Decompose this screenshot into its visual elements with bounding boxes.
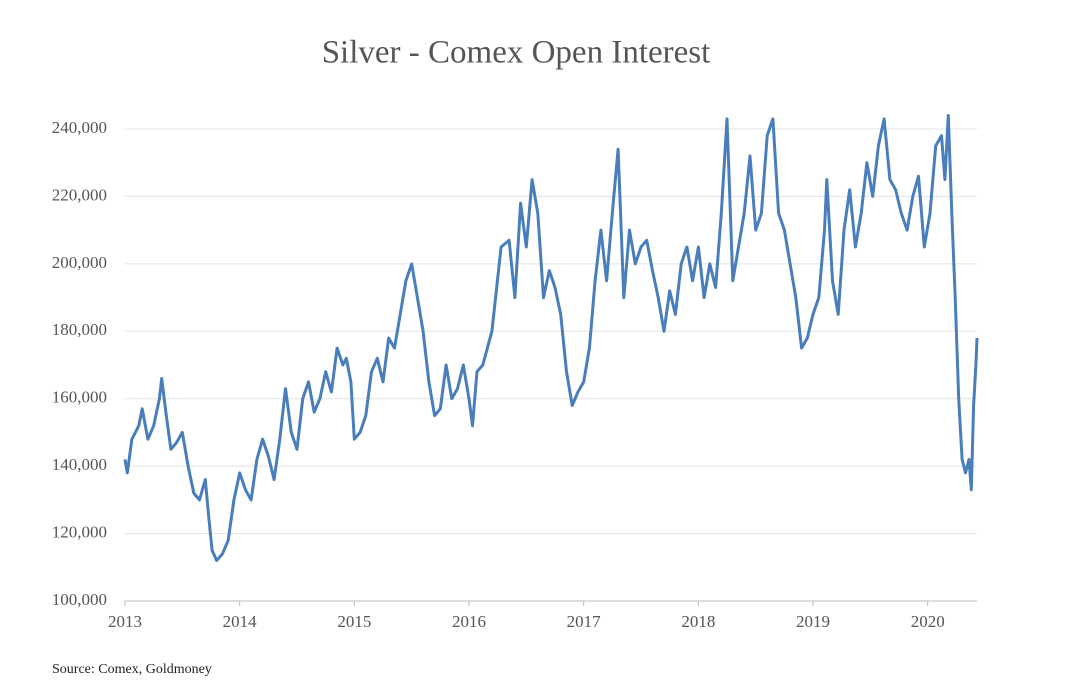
y-tick-label: 160,000 (52, 388, 107, 407)
x-tick-label: 2017 (567, 612, 602, 631)
y-tick-label: 120,000 (52, 522, 107, 541)
x-tick-label: 2019 (796, 612, 830, 631)
y-tick-label: 240,000 (52, 118, 107, 137)
x-tick-label: 2020 (911, 612, 945, 631)
chart-title: Silver - Comex Open Interest (322, 35, 711, 71)
y-tick-label: 220,000 (52, 185, 107, 204)
y-tick-label: 200,000 (52, 253, 107, 272)
grid: 100,000 120,000 140,000 160,000 180,000 200,0… (52, 118, 977, 631)
x-tick-label: 2015 (337, 612, 371, 631)
x-tick-label: 2014 (223, 612, 258, 631)
y-tick-label: 140,000 (52, 455, 107, 474)
source-note: Source: Comex, Goldmoney (52, 662, 212, 677)
x-tick-label: 2013 (108, 612, 142, 631)
data-line (123, 114, 979, 562)
y-tick-label: 180,000 (52, 320, 107, 339)
x-tick-label: 2016 (452, 612, 486, 631)
x-tick-label: 2018 (681, 612, 715, 631)
plot (123, 114, 979, 562)
y-tick-label: 100,000 (52, 590, 107, 609)
